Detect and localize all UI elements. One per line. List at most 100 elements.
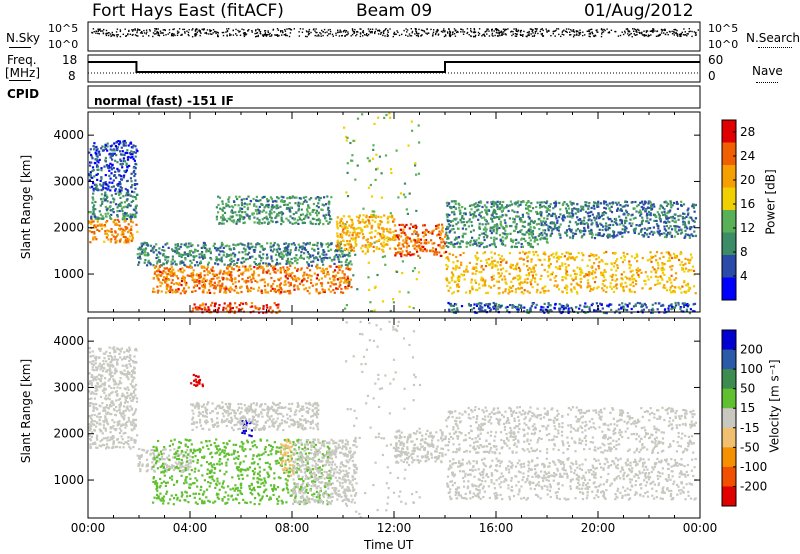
noise-point xyxy=(383,30,385,32)
data-cell xyxy=(540,220,543,223)
data-cell xyxy=(537,222,540,226)
data-cell xyxy=(538,212,541,215)
data-cell xyxy=(333,269,337,272)
data-cell xyxy=(450,211,454,214)
noise-point xyxy=(519,30,522,32)
noise-point xyxy=(512,31,514,33)
data-cell xyxy=(132,144,135,147)
data-cell xyxy=(123,211,127,215)
data-cell xyxy=(308,274,311,277)
noise-point xyxy=(449,31,452,33)
data-cell xyxy=(283,200,286,203)
data-cell xyxy=(117,169,120,172)
data-cell xyxy=(116,223,119,226)
data-cell xyxy=(345,220,349,224)
data-cell xyxy=(624,255,627,258)
data-cell xyxy=(424,233,427,236)
data-cell xyxy=(170,274,173,277)
data-cell xyxy=(120,207,124,210)
noise-point xyxy=(275,34,277,36)
data-cell xyxy=(336,246,339,249)
data-cell xyxy=(166,283,169,286)
data-cell xyxy=(220,284,223,287)
data-cell xyxy=(480,278,483,281)
data-cell xyxy=(111,149,114,152)
data-cell xyxy=(499,268,503,271)
data-cell xyxy=(260,259,263,262)
data-cell xyxy=(355,215,358,218)
data-cell xyxy=(309,220,312,223)
data-cell xyxy=(91,166,95,169)
data-cell xyxy=(172,274,175,277)
data-cell xyxy=(523,220,527,223)
noise-point xyxy=(650,34,652,36)
noise-point xyxy=(535,28,537,30)
noise-point xyxy=(119,30,122,33)
data-cell xyxy=(367,244,370,247)
noise-point xyxy=(359,32,362,34)
data-cell xyxy=(511,209,514,212)
data-cell xyxy=(276,285,279,288)
data-cell xyxy=(275,215,278,218)
panel-background xyxy=(88,112,700,312)
data-cell xyxy=(615,269,618,272)
noise-point xyxy=(534,32,537,34)
data-cell xyxy=(681,268,684,271)
noise-point xyxy=(561,33,563,35)
data-cell xyxy=(90,161,93,164)
noise-point xyxy=(271,34,273,36)
noise-point xyxy=(116,28,119,30)
noise-point xyxy=(502,28,505,30)
data-cell xyxy=(394,229,397,232)
noise-point xyxy=(145,33,147,35)
data-cell xyxy=(349,231,352,234)
data-cell xyxy=(604,262,607,265)
data-cell xyxy=(336,244,339,247)
data-cell xyxy=(693,285,696,288)
data-cell xyxy=(455,255,458,259)
data-cell xyxy=(480,210,483,214)
noise-point xyxy=(548,30,550,32)
noise-point xyxy=(122,33,124,35)
data-cell xyxy=(588,271,591,274)
data-cell xyxy=(368,245,371,248)
data-cell xyxy=(671,264,674,268)
data-cell xyxy=(357,235,360,238)
data-cell xyxy=(209,291,212,294)
noise-point xyxy=(667,34,669,36)
data-cell xyxy=(403,225,406,228)
data-cell xyxy=(301,213,305,216)
data-cell xyxy=(300,208,303,211)
noise-point xyxy=(572,30,575,33)
data-cell xyxy=(250,286,253,290)
noise-point xyxy=(507,28,509,30)
data-cell xyxy=(336,241,340,244)
data-cell xyxy=(89,241,92,244)
noise-point xyxy=(199,31,201,33)
data-cell xyxy=(577,210,580,213)
noise-point xyxy=(673,32,675,34)
data-cell xyxy=(114,145,117,148)
data-cell xyxy=(328,243,331,247)
data-cell xyxy=(459,219,462,222)
data-cell xyxy=(529,228,532,231)
noise-point xyxy=(564,30,567,32)
data-cell xyxy=(156,291,159,294)
data-cell xyxy=(92,187,95,190)
data-cell xyxy=(372,148,375,151)
data-cell xyxy=(339,218,342,221)
noise-point xyxy=(418,32,420,35)
data-cell xyxy=(104,225,107,228)
data-cell xyxy=(458,206,461,209)
noise-point xyxy=(203,28,205,31)
data-cell xyxy=(543,232,546,235)
data-cell xyxy=(452,261,455,264)
data-cell xyxy=(126,179,129,182)
data-cell xyxy=(287,251,290,254)
data-cell xyxy=(592,288,595,291)
data-cell xyxy=(329,217,332,221)
data-cell xyxy=(366,238,370,241)
data-cell xyxy=(282,266,285,269)
data-cell xyxy=(94,217,97,220)
data-cell xyxy=(89,171,92,174)
